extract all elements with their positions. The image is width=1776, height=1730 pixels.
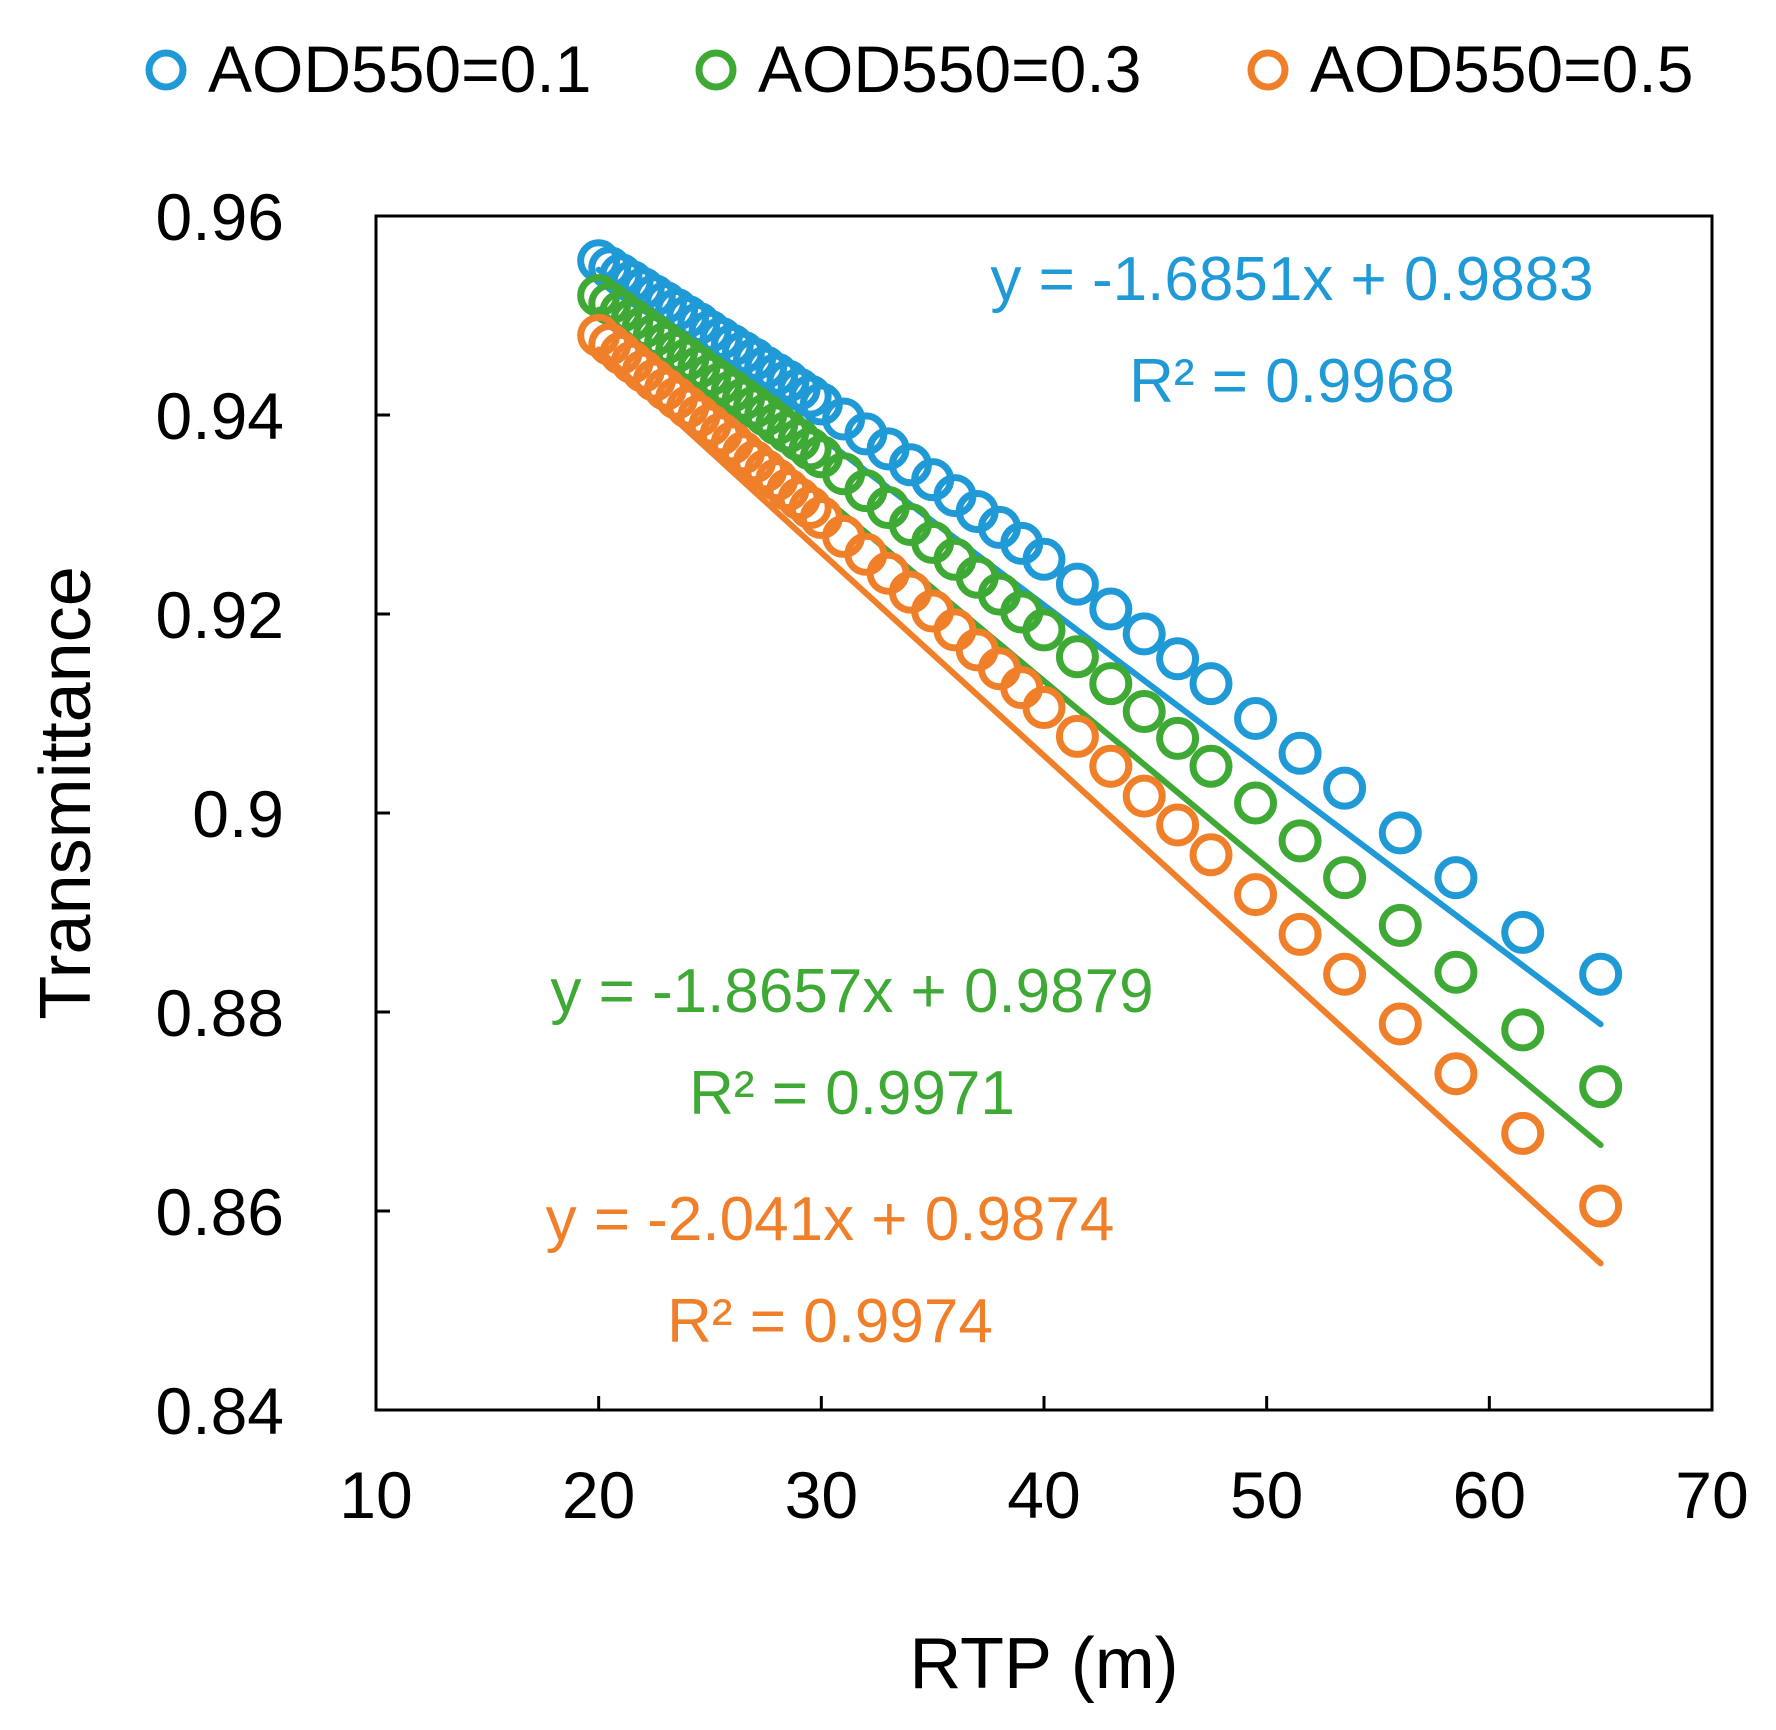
data-point [1089, 662, 1133, 706]
data-point [1378, 811, 1422, 855]
y-axis-title: Transmittance [26, 566, 106, 1019]
data-point [1378, 903, 1422, 947]
data-point [1122, 690, 1166, 734]
trendline-r2-3: R² = 0.9974 [667, 1287, 993, 1356]
data-point [1156, 637, 1200, 681]
legend-marker [145, 49, 187, 91]
y-axis-ticks: 0.84 0.86 0.88 0.9 0.92 0.94 0.96 [156, 180, 390, 1448]
legend-item: AOD550=0.5 [1247, 32, 1693, 106]
y-tick-label: 0.9 [192, 777, 284, 851]
data-point [1278, 912, 1322, 956]
x-tick-label: 20 [562, 1458, 635, 1532]
x-tick-label: 70 [1675, 1458, 1748, 1532]
data-point [1234, 873, 1278, 917]
data-point [1234, 781, 1278, 825]
data-point [1323, 766, 1367, 810]
x-axis-title: RTP (m) [909, 1624, 1178, 1704]
legend: AOD550=0.1 AOD550=0.3 AOD550=0.5 [145, 32, 1693, 106]
data-points [577, 239, 1623, 1228]
legend-marker [1247, 49, 1289, 91]
data-point [1278, 731, 1322, 775]
data-point [1022, 608, 1066, 652]
x-tick-label: 30 [785, 1458, 858, 1532]
legend-label: AOD550=0.1 [208, 32, 591, 106]
data-point [1434, 1052, 1478, 1096]
data-point [1278, 819, 1322, 863]
x-tick-label: 10 [339, 1458, 412, 1532]
data-point [1055, 714, 1099, 758]
legend-item: AOD550=0.1 [145, 32, 591, 106]
x-axis-ticks: 10 20 30 40 50 60 70 [339, 1396, 1749, 1532]
trendline-equation-3: y = -2.041x + 0.9874 [546, 1185, 1115, 1254]
legend-label: AOD550=0.5 [1310, 32, 1693, 106]
data-point [1323, 952, 1367, 996]
y-tick-label: 0.84 [156, 1374, 284, 1448]
data-point [1579, 952, 1623, 996]
data-point [1501, 910, 1545, 954]
trendline-equation-1: y = -1.6851x + 0.9883 [990, 245, 1593, 314]
data-point [1122, 774, 1166, 818]
data-point [1122, 612, 1166, 656]
legend-marker [695, 49, 737, 91]
y-tick-label: 0.94 [156, 379, 284, 453]
legend-label: AOD550=0.3 [758, 32, 1141, 106]
data-point [1501, 1008, 1545, 1052]
trendline-r2-1: R² = 0.9968 [1129, 347, 1455, 416]
x-tick-label: 40 [1007, 1458, 1080, 1532]
y-tick-label: 0.92 [156, 578, 284, 652]
data-point [1156, 803, 1200, 847]
data-point [788, 486, 832, 530]
x-tick-label: 60 [1453, 1458, 1526, 1532]
data-point [1579, 1184, 1623, 1228]
trendline-equation-2: y = -1.8657x + 0.9879 [550, 957, 1153, 1026]
data-point [1189, 744, 1233, 788]
trendline-3 [595, 346, 1604, 1267]
data-point [1089, 587, 1133, 631]
data-point [1323, 856, 1367, 900]
data-point [1234, 696, 1278, 740]
trendline-equations: y = -1.6851x + 0.9883 R² = 0.9968 y = -1.8… [546, 245, 1594, 1356]
trendline-r2-2: R² = 0.9971 [689, 1059, 1015, 1128]
data-point [1189, 662, 1233, 706]
y-tick-label: 0.86 [156, 1175, 284, 1249]
data-point [1022, 537, 1066, 581]
data-point [1089, 744, 1133, 788]
data-point [1022, 686, 1066, 730]
data-point [1434, 856, 1478, 900]
data-point [1378, 1002, 1422, 1046]
legend-item: AOD550=0.3 [695, 32, 1141, 106]
y-tick-label: 0.88 [156, 976, 284, 1050]
data-point [1501, 1111, 1545, 1155]
data-point [1189, 833, 1233, 877]
y-tick-label: 0.96 [156, 180, 284, 254]
data-point [1055, 562, 1099, 606]
data-point [1156, 716, 1200, 760]
data-point [1055, 635, 1099, 679]
data-point [1434, 950, 1478, 994]
x-tick-label: 50 [1230, 1458, 1303, 1532]
data-point [1579, 1065, 1623, 1109]
